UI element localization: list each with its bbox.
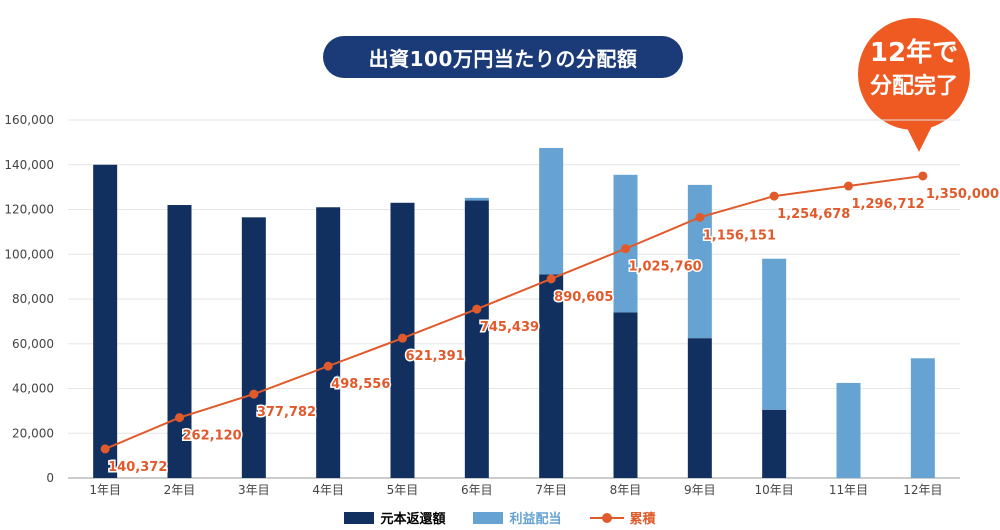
cumulative-data-label: 890,605 — [554, 290, 613, 305]
cumulative-point — [844, 181, 853, 191]
bar-principal — [539, 274, 564, 478]
bar-profit — [613, 174, 638, 313]
x-tick-label: 8年目 — [610, 483, 642, 497]
cumulative-point — [175, 413, 184, 423]
badge-line1: 12年で — [869, 38, 959, 68]
cumulative-data-label: 140,372 — [108, 460, 167, 475]
cumulative-data-label: 745,439 — [480, 320, 539, 335]
x-tick-label: 7年目 — [535, 483, 567, 497]
cumulative-point — [546, 274, 556, 284]
y-tick-label: 100,000 — [4, 247, 54, 261]
x-tick-label: 10年目 — [755, 483, 794, 497]
legend-item-cumulative: 累積 — [589, 508, 656, 527]
bar-profit — [762, 258, 787, 410]
legend: 元本返還額 利益配当 累積 — [0, 508, 1000, 527]
legend-item-profit: 利益配当 — [473, 508, 562, 527]
x-tick-label: 2年目 — [164, 483, 196, 497]
cumulative-point — [100, 444, 110, 454]
legend-swatch-principal — [344, 511, 375, 524]
cumulative-point — [918, 171, 928, 181]
x-tick-label: 9年目 — [684, 483, 716, 497]
y-tick-label: 60,000 — [12, 337, 54, 351]
grid-lines — [68, 119, 960, 479]
x-tick-label: 6年目 — [461, 483, 493, 497]
cumulative-point — [695, 212, 705, 222]
data-labels: 140,372 262,120 377,782 498,556 621,391 745,4… — [107, 185, 1000, 476]
cumulative-data-label: 377,782 — [257, 405, 316, 420]
completion-badge: 12年で 分配完了 — [858, 18, 970, 130]
y-tick-label: 80,000 — [12, 292, 54, 306]
cumulative-data-label: 1,254,678 — [777, 207, 850, 222]
cumulative-data-label: 1,350,000 — [926, 187, 999, 202]
bar-principal — [241, 217, 266, 479]
cumulative-data-label: 621,391 — [406, 349, 465, 364]
cumulative-line-path — [104, 174, 923, 450]
bar-profit — [836, 382, 861, 478]
bar-profit — [464, 197, 489, 201]
cumulative-data-label: 1,156,151 — [703, 228, 776, 243]
bar-profit — [687, 184, 712, 339]
legend-swatch-profit — [473, 511, 504, 524]
cumulative-point — [398, 333, 407, 343]
legend-swatch-cumulative — [589, 512, 624, 524]
cumulative-point — [323, 361, 333, 371]
bar-principal — [687, 338, 712, 478]
y-tick-label: 0 — [46, 471, 54, 485]
bar-principal — [464, 200, 489, 479]
x-tick-label: 3年目 — [238, 483, 270, 497]
cumulative-line — [100, 171, 928, 454]
y-tick-label: 140,000 — [4, 158, 54, 172]
legend-item-principal: 元本返還額 — [344, 508, 445, 527]
bars — [93, 147, 935, 479]
cumulative-data-label: 1,025,760 — [629, 260, 702, 275]
x-tick-label: 12年目 — [903, 483, 942, 497]
bar-principal — [613, 312, 638, 478]
cumulative-data-label: 262,120 — [183, 429, 242, 444]
x-tick-label: 11年目 — [829, 483, 868, 497]
y-tick-label: 160,000 — [4, 113, 54, 127]
x-tick-label: 5年目 — [387, 483, 419, 497]
x-tick-label: 1年目 — [89, 483, 121, 497]
legend-label-profit: 利益配当 — [509, 512, 562, 527]
cumulative-point — [472, 304, 482, 314]
badge-line2: 分配完了 — [869, 74, 958, 99]
chart-title: 出資100万円当たりの分配額 — [323, 36, 683, 78]
cumulative-point — [249, 389, 259, 399]
bar-principal — [316, 207, 341, 478]
badge-pointer — [906, 126, 932, 152]
bar-principal — [93, 164, 118, 478]
cumulative-data-label: 498,556 — [331, 377, 390, 392]
axes: 0 20,000 40,000 60,000 80,000 100,000 120,000 1… — [4, 113, 942, 497]
bar-profit — [539, 147, 564, 275]
y-tick-label: 120,000 — [4, 203, 54, 217]
y-tick-label: 20,000 — [12, 426, 54, 440]
legend-label-principal: 元本返還額 — [380, 512, 446, 527]
cumulative-point — [621, 244, 630, 254]
bar-principal — [762, 409, 787, 478]
cumulative-point — [769, 191, 779, 201]
x-tick-label: 4年目 — [312, 483, 344, 497]
cumulative-data-label: 1,296,712 — [852, 197, 925, 212]
bar-principal — [167, 205, 192, 478]
legend-label-cumulative: 累積 — [629, 512, 656, 527]
bar-profit — [910, 358, 935, 478]
y-tick-label: 40,000 — [12, 382, 54, 396]
